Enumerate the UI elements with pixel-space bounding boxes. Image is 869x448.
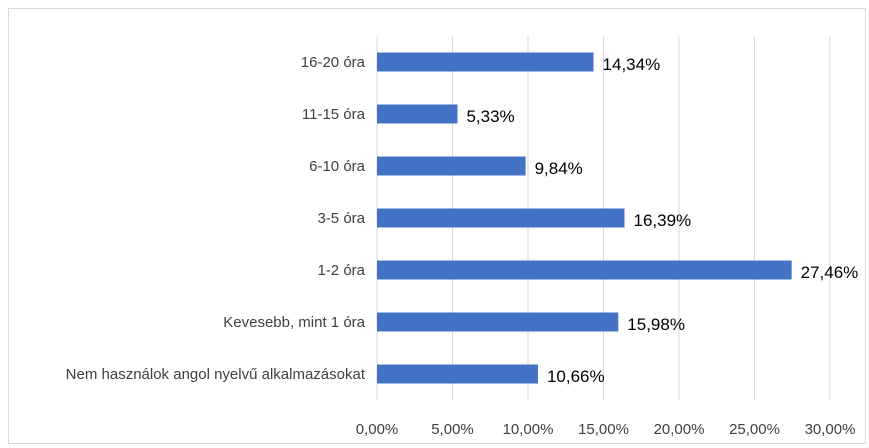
x-tick-label: 15,00% [578, 421, 629, 438]
category-label: 16-20 óra [301, 54, 366, 71]
gridlines [376, 36, 831, 400]
data-label: 14,34% [603, 55, 661, 74]
data-label: 27,46% [801, 263, 859, 282]
category-label: 6-10 óra [309, 158, 366, 175]
x-tick-label: 25,00% [729, 421, 780, 438]
bar [377, 52, 594, 72]
data-label: 10,66% [547, 367, 605, 386]
category-labels: 16-20 óra 11-15 óra 6-10 óra 3-5 óra 1-2 óra… [66, 54, 366, 383]
x-tick-label: 10,00% [503, 421, 554, 438]
data-label: 16,39% [633, 211, 691, 230]
data-label: 9,84% [535, 159, 583, 178]
x-axis-ticks: 0,00% 5,00% 10,00% 15,00% 20,00% 25,00% 30,00% [356, 421, 856, 438]
x-tick-label: 5,00% [431, 421, 474, 438]
data-label: 5,33% [466, 107, 514, 126]
bars [377, 52, 792, 384]
bar [377, 156, 526, 176]
x-tick-label: 0,00% [356, 421, 399, 438]
bar [377, 104, 458, 124]
bar [377, 260, 792, 280]
data-label: 15,98% [627, 315, 685, 334]
bar [377, 312, 619, 332]
x-tick-label: 30,00% [805, 421, 856, 438]
category-label: 11-15 óra [302, 106, 366, 123]
data-labels: 14,34% 5,33% 9,84% 16,39% 27,46% 15,98% 10,66% [466, 55, 858, 386]
category-label: Kevesebb, mint 1 óra [223, 314, 365, 331]
category-label: Nem használok angol nyelvű alkalmazásoka… [66, 366, 366, 383]
x-tick-label: 20,00% [654, 421, 705, 438]
bar [377, 364, 538, 384]
category-label: 3-5 óra [317, 210, 365, 227]
category-label: 1-2 óra [317, 262, 365, 279]
bar [377, 208, 625, 228]
